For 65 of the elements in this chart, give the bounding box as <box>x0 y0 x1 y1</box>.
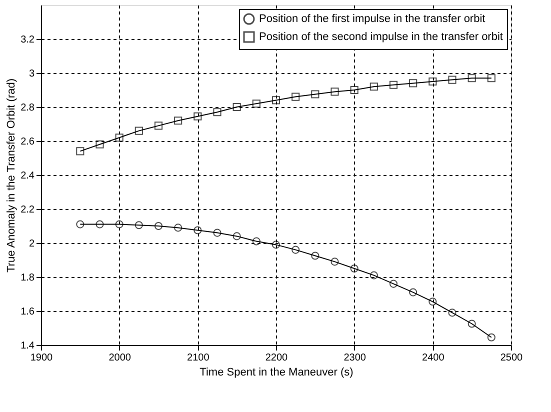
point <box>76 220 84 228</box>
point <box>311 252 320 260</box>
point <box>213 108 222 116</box>
point <box>96 220 104 228</box>
point <box>292 92 300 101</box>
legend-label: Position of the second impulse in the transfer orbit <box>259 31 503 43</box>
x-tick-label: 2000 <box>108 352 132 364</box>
point <box>389 80 398 89</box>
x-tick-label: 2400 <box>422 352 445 364</box>
y-tick-label: 2.8 <box>20 102 35 114</box>
y-tick-label: 2.2 <box>20 204 35 216</box>
point <box>428 298 437 306</box>
point <box>448 76 456 84</box>
y-tick-label: 1.8 <box>20 272 35 284</box>
point <box>448 308 456 317</box>
y-tick-label: 2.6 <box>20 136 35 148</box>
y-tick-label: 1.4 <box>20 340 35 352</box>
y-axis-title: True Anomaly in the Transfer Orbit (rad) <box>6 78 18 272</box>
x-tick-label: 2500 <box>500 352 524 364</box>
point <box>330 88 339 96</box>
x-tick-label: 2200 <box>265 352 288 364</box>
point <box>232 102 241 112</box>
point <box>350 264 358 273</box>
x-tick-label: 1900 <box>30 352 54 364</box>
point <box>487 333 496 342</box>
point <box>213 228 222 237</box>
point <box>468 320 476 328</box>
point <box>487 74 496 82</box>
point <box>272 240 280 249</box>
point <box>389 280 398 288</box>
point <box>96 140 104 148</box>
point <box>370 271 378 280</box>
x-tick-label: 2100 <box>187 352 210 364</box>
point <box>370 82 378 91</box>
point <box>232 232 241 240</box>
point <box>330 258 339 266</box>
point <box>115 134 124 142</box>
point <box>174 224 182 232</box>
point <box>409 79 418 88</box>
point <box>115 220 124 228</box>
point <box>272 96 280 104</box>
x-tick-label: 2300 <box>344 352 366 364</box>
y-tick-label: 1.6 <box>20 306 35 318</box>
point <box>350 86 358 94</box>
point <box>174 116 182 125</box>
y-tick-label: 2 <box>28 238 35 250</box>
point <box>409 288 418 296</box>
point <box>154 222 163 230</box>
point <box>194 226 202 234</box>
point <box>252 100 260 108</box>
point <box>252 237 260 246</box>
point <box>311 90 320 98</box>
y-tick-label: 3.2 <box>20 34 35 46</box>
y-tick-label: 2.4 <box>20 170 35 182</box>
point <box>428 77 437 86</box>
y-tick-label: 3 <box>28 68 35 80</box>
point <box>292 246 300 254</box>
legend-label: Position of the first impulse in the transfer orbit <box>259 13 486 25</box>
point <box>154 122 163 130</box>
x-axis-title: Time Spent in the Maneuver (s) <box>200 366 354 378</box>
point <box>134 126 143 135</box>
point <box>76 147 84 156</box>
point <box>468 74 476 82</box>
point <box>134 221 143 230</box>
point <box>194 112 202 120</box>
